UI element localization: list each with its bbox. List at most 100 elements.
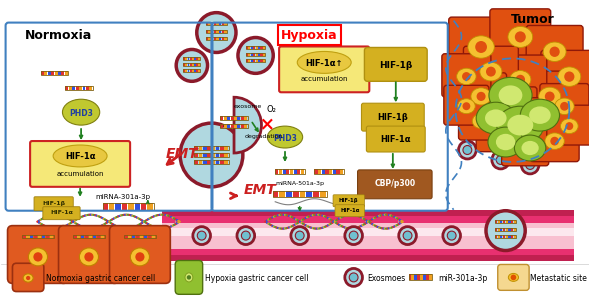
Bar: [248, 60, 250, 63]
Bar: [227, 124, 230, 128]
FancyBboxPatch shape: [526, 25, 583, 75]
Circle shape: [486, 211, 525, 251]
FancyBboxPatch shape: [484, 87, 537, 134]
Circle shape: [526, 160, 535, 169]
Wedge shape: [234, 97, 262, 153]
Circle shape: [521, 156, 539, 174]
FancyBboxPatch shape: [175, 260, 203, 294]
Bar: [194, 160, 198, 164]
Bar: [426, 274, 428, 280]
Bar: [217, 37, 218, 40]
Bar: [141, 203, 146, 210]
Bar: [275, 169, 305, 174]
Ellipse shape: [539, 87, 561, 106]
Bar: [199, 69, 200, 72]
Ellipse shape: [62, 99, 100, 125]
Bar: [246, 46, 265, 49]
Bar: [196, 69, 198, 72]
Bar: [325, 169, 329, 174]
Ellipse shape: [560, 119, 578, 134]
Bar: [244, 116, 247, 120]
Bar: [196, 63, 198, 66]
FancyBboxPatch shape: [13, 263, 44, 291]
Bar: [199, 63, 200, 66]
Bar: [412, 274, 414, 280]
Bar: [124, 235, 128, 238]
Bar: [194, 63, 196, 66]
Bar: [253, 60, 255, 63]
Bar: [313, 191, 319, 197]
Bar: [26, 235, 29, 238]
Ellipse shape: [520, 99, 560, 131]
Bar: [275, 169, 278, 174]
Bar: [293, 191, 299, 197]
Bar: [207, 146, 211, 150]
Circle shape: [447, 231, 456, 240]
Ellipse shape: [472, 114, 490, 129]
Ellipse shape: [543, 42, 566, 61]
Bar: [147, 203, 152, 210]
Bar: [183, 57, 200, 60]
Bar: [495, 228, 517, 231]
Text: PHD3: PHD3: [69, 109, 93, 118]
Text: O₂: O₂: [266, 105, 276, 114]
Bar: [206, 22, 208, 25]
FancyBboxPatch shape: [522, 71, 577, 119]
Bar: [188, 69, 190, 72]
Ellipse shape: [545, 133, 565, 149]
Text: PHD3: PHD3: [273, 134, 297, 142]
Bar: [22, 235, 26, 238]
FancyBboxPatch shape: [455, 73, 506, 118]
Bar: [224, 146, 228, 150]
Bar: [188, 57, 190, 60]
Bar: [219, 30, 221, 33]
Text: Normoxia: Normoxia: [25, 29, 92, 41]
Bar: [163, 210, 574, 216]
FancyBboxPatch shape: [458, 100, 503, 140]
Bar: [230, 124, 233, 128]
Bar: [322, 169, 325, 174]
Circle shape: [241, 231, 250, 240]
Bar: [244, 124, 247, 128]
Text: HIF-1α: HIF-1α: [380, 134, 411, 144]
Bar: [196, 57, 198, 60]
Bar: [65, 71, 68, 75]
Bar: [194, 160, 229, 164]
Circle shape: [515, 31, 526, 43]
Circle shape: [85, 252, 94, 262]
FancyBboxPatch shape: [498, 264, 529, 290]
Circle shape: [477, 117, 485, 125]
Bar: [93, 235, 96, 238]
Bar: [253, 53, 255, 56]
Bar: [220, 116, 248, 120]
Bar: [207, 153, 211, 157]
FancyBboxPatch shape: [541, 50, 598, 100]
Bar: [263, 46, 265, 49]
Ellipse shape: [500, 103, 521, 120]
Bar: [89, 235, 92, 238]
Circle shape: [403, 231, 412, 240]
Ellipse shape: [488, 127, 523, 157]
Bar: [190, 69, 191, 72]
Ellipse shape: [268, 126, 302, 148]
Ellipse shape: [130, 248, 149, 266]
Circle shape: [295, 231, 304, 240]
Bar: [199, 146, 202, 150]
Circle shape: [564, 72, 574, 82]
Bar: [199, 160, 202, 164]
FancyBboxPatch shape: [463, 46, 518, 94]
Circle shape: [565, 122, 573, 130]
Bar: [42, 235, 45, 238]
Bar: [128, 235, 131, 238]
Bar: [140, 235, 143, 238]
Bar: [415, 274, 417, 280]
Bar: [318, 169, 321, 174]
Text: Hypoxia: Hypoxia: [281, 29, 338, 41]
Ellipse shape: [508, 115, 533, 136]
Bar: [246, 46, 248, 49]
Ellipse shape: [53, 145, 107, 167]
Bar: [134, 203, 140, 210]
Bar: [211, 146, 215, 150]
Bar: [219, 22, 221, 25]
Circle shape: [197, 13, 236, 52]
